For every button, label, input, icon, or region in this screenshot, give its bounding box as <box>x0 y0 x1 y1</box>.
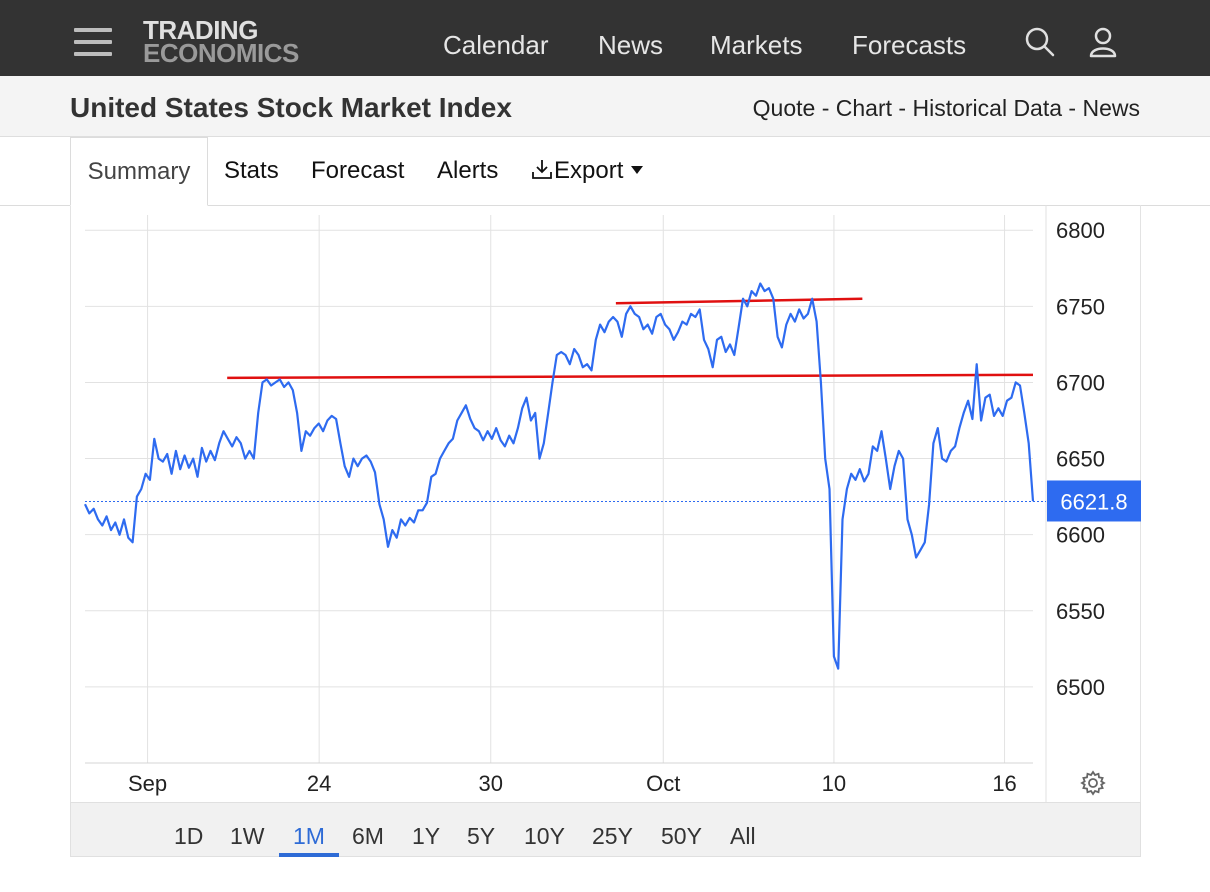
x-tick-label: Sep <box>128 771 167 796</box>
trendline <box>615 297 863 305</box>
logo-line-2: ECONOMICS <box>143 38 299 68</box>
y-tick-label: 6650 <box>1056 447 1105 472</box>
trendline <box>227 373 1034 380</box>
y-tick-label: 6500 <box>1056 675 1105 700</box>
range-1d[interactable]: 1D <box>174 823 204 849</box>
range-1y[interactable]: 1Y <box>412 823 441 849</box>
nav-news[interactable]: News <box>598 30 664 60</box>
logo-line-1: TRADING <box>143 15 258 45</box>
range-10y[interactable]: 10Y <box>524 823 565 849</box>
tabs-divider <box>0 205 1210 206</box>
link-chart[interactable]: Chart <box>835 95 893 121</box>
x-tick-label: 10 <box>822 771 846 796</box>
line-chart[interactable]: 6500 6550 6600 6650 6700 6750 6800 Sep 24 30 Oct 10… <box>71 205 1142 805</box>
search-icon[interactable] <box>1024 26 1056 58</box>
link-separator: - <box>815 95 836 121</box>
chart-container[interactable]: 6500 6550 6600 6650 6700 6750 6800 Sep 24 30 Oct 10… <box>70 205 1141 857</box>
link-quote[interactable]: Quote <box>752 95 816 121</box>
quick-links: Quote - Chart - Historical Data - News <box>753 95 1140 122</box>
caret-down-icon <box>631 166 644 174</box>
range-1m[interactable]: 1M <box>293 823 325 849</box>
nav-markets[interactable]: Markets <box>710 30 803 60</box>
y-tick-label: 6550 <box>1056 599 1105 624</box>
y-tick-label: 6700 <box>1056 370 1105 395</box>
range-selector: 1D 1W 1M 6M 1Y 5Y 10Y 25Y 50Y All <box>70 802 1141 857</box>
x-tick-label: Oct <box>646 771 680 796</box>
top-navigation-bar: TRADING ECONOMICS Calendar News Markets … <box>0 0 1210 76</box>
tab-summary[interactable]: Summary <box>70 137 208 206</box>
last-value-label: 6621.8 <box>1060 489 1127 514</box>
nav-calendar[interactable]: Calendar <box>443 30 549 60</box>
link-separator: - <box>1062 95 1083 121</box>
range-50y[interactable]: 50Y <box>661 823 702 849</box>
title-bar: United States Stock Market Index Quote -… <box>0 76 1210 137</box>
x-tick-label: 24 <box>307 771 331 796</box>
last-value-badge <box>1047 480 1141 522</box>
user-icon[interactable] <box>1087 26 1119 58</box>
link-news[interactable]: News <box>1082 95 1140 121</box>
download-icon <box>532 160 552 179</box>
link-historical-data[interactable]: Historical Data <box>912 95 1063 121</box>
range-6m[interactable]: 6M <box>352 823 384 849</box>
gear-icon[interactable] <box>1080 770 1106 796</box>
range-5y[interactable]: 5Y <box>467 823 496 849</box>
range-all[interactable]: All <box>730 823 756 849</box>
y-tick-label: 6600 <box>1056 523 1105 548</box>
series-line <box>84 282 1035 670</box>
tab-alerts[interactable]: Alerts <box>437 157 499 184</box>
range-active-underline <box>279 853 339 857</box>
page-title: United States Stock Market Index <box>70 92 512 123</box>
nav-forecasts[interactable]: Forecasts <box>852 30 967 60</box>
x-tick-label: 16 <box>992 771 1016 796</box>
range-1w[interactable]: 1W <box>230 823 265 849</box>
site-logo[interactable]: TRADING ECONOMICS <box>143 15 299 68</box>
y-tick-label: 6800 <box>1056 218 1105 243</box>
menu-icon[interactable] <box>74 28 112 56</box>
tab-export[interactable]: Export <box>530 157 644 185</box>
range-25y[interactable]: 25Y <box>592 823 633 849</box>
x-tick-label: 30 <box>479 771 503 796</box>
tab-stats[interactable]: Stats <box>224 157 279 184</box>
y-tick-label: 6750 <box>1056 294 1105 319</box>
export-label: Export <box>554 157 624 184</box>
link-separator: - <box>892 95 913 121</box>
tab-forecast[interactable]: Forecast <box>311 157 405 184</box>
